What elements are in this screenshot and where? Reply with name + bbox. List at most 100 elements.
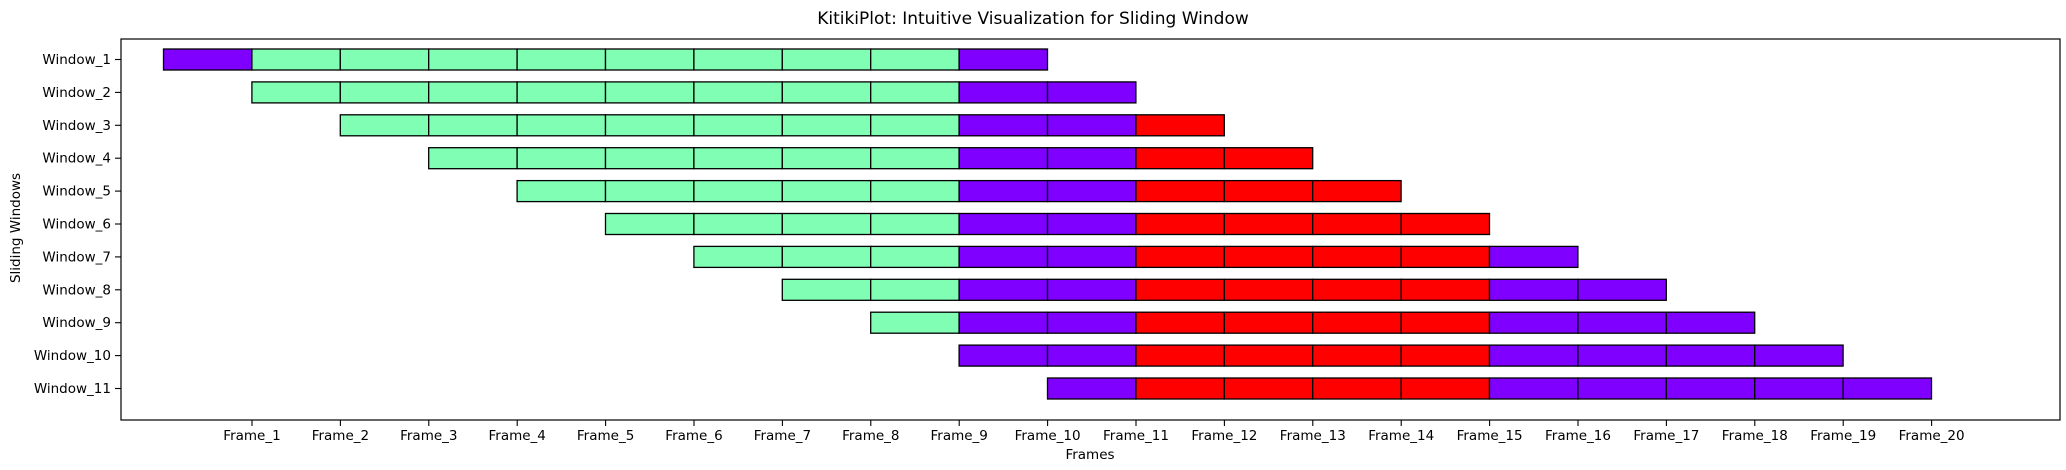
window-cell [958, 147, 1049, 170]
window-cell [1488, 377, 1579, 400]
y-axis-label: Sliding Windows [8, 173, 24, 283]
window-cell [1046, 179, 1137, 203]
y-tick-label: Window_4 [42, 151, 111, 167]
x-tick-label: Frame_10 [1015, 428, 1081, 444]
x-tick-label: Frame_5 [577, 428, 634, 444]
window-cell [781, 179, 872, 203]
y-tick-label: Window_11 [34, 381, 111, 397]
window-cell [958, 344, 1049, 367]
window-cell [1223, 344, 1314, 367]
window-cell [870, 179, 960, 203]
window-cell [1488, 311, 1579, 334]
window-cell [1665, 311, 1756, 334]
window-cell [1488, 245, 1579, 269]
window-cell [1577, 278, 1667, 301]
y-tick-label: Window_8 [42, 282, 111, 298]
window-cell [1400, 311, 1491, 334]
x-tick-label: Frame_3 [400, 428, 457, 444]
window-cell [1046, 311, 1137, 334]
x-tick-label: Frame_2 [312, 428, 369, 444]
y-tick-label: Window_10 [34, 348, 111, 364]
window-cell [516, 179, 607, 203]
window-cell [781, 278, 872, 301]
window-cell [1223, 278, 1314, 301]
x-tick-label: Frame_17 [1633, 428, 1699, 444]
window-cell [604, 179, 695, 203]
x-tick-label: Frame_20 [1899, 428, 1965, 444]
window-cell [1223, 212, 1314, 236]
window-cell [870, 245, 960, 269]
window-cell [870, 48, 960, 71]
window-cell [251, 81, 341, 104]
window-cell [870, 311, 960, 334]
window-cell [1400, 212, 1491, 236]
window-cell [870, 114, 960, 137]
window-cell [1842, 377, 1933, 400]
window-cell [1135, 311, 1225, 334]
window-cell [1223, 147, 1314, 170]
x-tick-label: Frame_8 [842, 428, 899, 444]
window-cell [516, 114, 607, 137]
window-cell [604, 147, 695, 170]
window-cell [1046, 278, 1137, 301]
window-cell [1046, 377, 1137, 400]
window-cell [1488, 278, 1579, 301]
window-cell [1754, 377, 1844, 400]
window-cell [1400, 278, 1491, 301]
window-cell [958, 81, 1049, 104]
window-cell [958, 278, 1049, 301]
window-cell [1223, 377, 1314, 400]
window-cell [781, 147, 872, 170]
window-cell [428, 114, 518, 137]
window-cell [870, 212, 960, 236]
window-cell [870, 278, 960, 301]
window-cell [870, 81, 960, 104]
y-tick-label: Window_5 [42, 184, 111, 200]
window-cell [781, 245, 872, 269]
x-tick-label: Frame_16 [1545, 428, 1611, 444]
window-cell [1312, 212, 1402, 236]
window-cell [339, 48, 430, 71]
window-cell [693, 48, 783, 71]
window-cell [1135, 278, 1225, 301]
window-cell [1135, 377, 1225, 400]
x-tick-label: Frame_11 [1103, 428, 1169, 444]
window-cell [958, 311, 1049, 334]
window-cell [1754, 344, 1844, 367]
window-cell [604, 212, 695, 236]
window-cell [1046, 147, 1137, 170]
window-cell [693, 212, 783, 236]
window-cell [604, 48, 695, 71]
y-tick-label: Window_1 [42, 52, 111, 68]
y-tick-label: Window_9 [42, 315, 111, 331]
window-cell [428, 147, 518, 170]
window-cell [693, 114, 783, 137]
window-cell [1223, 245, 1314, 269]
window-cell [693, 147, 783, 170]
window-cell [1665, 377, 1756, 400]
window-cell [1312, 344, 1402, 367]
plot-area-frame [120, 38, 2061, 421]
window-cell [693, 179, 783, 203]
x-tick-label: Frame_13 [1280, 428, 1346, 444]
y-axis-ticks: Window_1 Window_2 Window_3 Window_4 Window_5… [34, 52, 121, 397]
window-cell [1577, 344, 1667, 367]
y-tick-label: Window_6 [42, 217, 111, 233]
window-cell [1312, 377, 1402, 400]
window-cell [958, 179, 1049, 203]
x-tick-label: Frame_6 [665, 428, 722, 444]
window-cell [781, 81, 872, 104]
window-cell [1312, 278, 1402, 301]
window-cell [958, 48, 1049, 71]
window-cell [958, 114, 1049, 137]
window-cell [1046, 212, 1137, 236]
window-cell [1135, 245, 1225, 269]
x-tick-label: Frame_15 [1457, 428, 1523, 444]
window-cell [1400, 344, 1491, 367]
window-cell [1400, 245, 1491, 269]
window-cell [339, 81, 430, 104]
window-cell [781, 212, 872, 236]
window-cell [1046, 245, 1137, 269]
window-cell [1665, 344, 1756, 367]
